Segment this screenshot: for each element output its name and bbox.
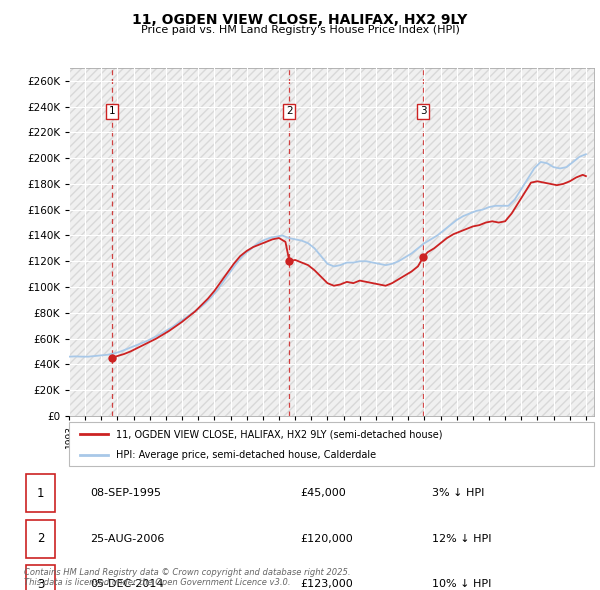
Text: Price paid vs. HM Land Registry's House Price Index (HPI): Price paid vs. HM Land Registry's House … [140,25,460,35]
Text: 25-AUG-2006: 25-AUG-2006 [90,534,164,543]
Point [105,431,112,438]
Point [105,451,112,458]
Text: 11, OGDEN VIEW CLOSE, HALIFAX, HX2 9LY: 11, OGDEN VIEW CLOSE, HALIFAX, HX2 9LY [133,13,467,27]
Text: 3% ↓ HPI: 3% ↓ HPI [432,489,484,498]
Text: 2: 2 [286,106,293,116]
Text: 1: 1 [109,106,116,116]
Text: HPI: Average price, semi-detached house, Calderdale: HPI: Average price, semi-detached house,… [116,450,376,460]
Text: £120,000: £120,000 [300,534,353,543]
Text: £123,000: £123,000 [300,579,353,589]
Text: 3: 3 [420,106,427,116]
Text: 12% ↓ HPI: 12% ↓ HPI [432,534,491,543]
Text: Contains HM Land Registry data © Crown copyright and database right 2025.
This d: Contains HM Land Registry data © Crown c… [24,568,350,587]
Text: 05-DEC-2014: 05-DEC-2014 [90,579,163,589]
Text: 3: 3 [37,578,44,590]
Text: 10% ↓ HPI: 10% ↓ HPI [432,579,491,589]
Text: 1: 1 [37,487,44,500]
Text: £45,000: £45,000 [300,489,346,498]
Point [76,431,83,438]
Text: 11, OGDEN VIEW CLOSE, HALIFAX, HX2 9LY (semi-detached house): 11, OGDEN VIEW CLOSE, HALIFAX, HX2 9LY (… [116,430,443,439]
Point [76,451,83,458]
Text: 2: 2 [37,532,44,545]
Text: 08-SEP-1995: 08-SEP-1995 [90,489,161,498]
